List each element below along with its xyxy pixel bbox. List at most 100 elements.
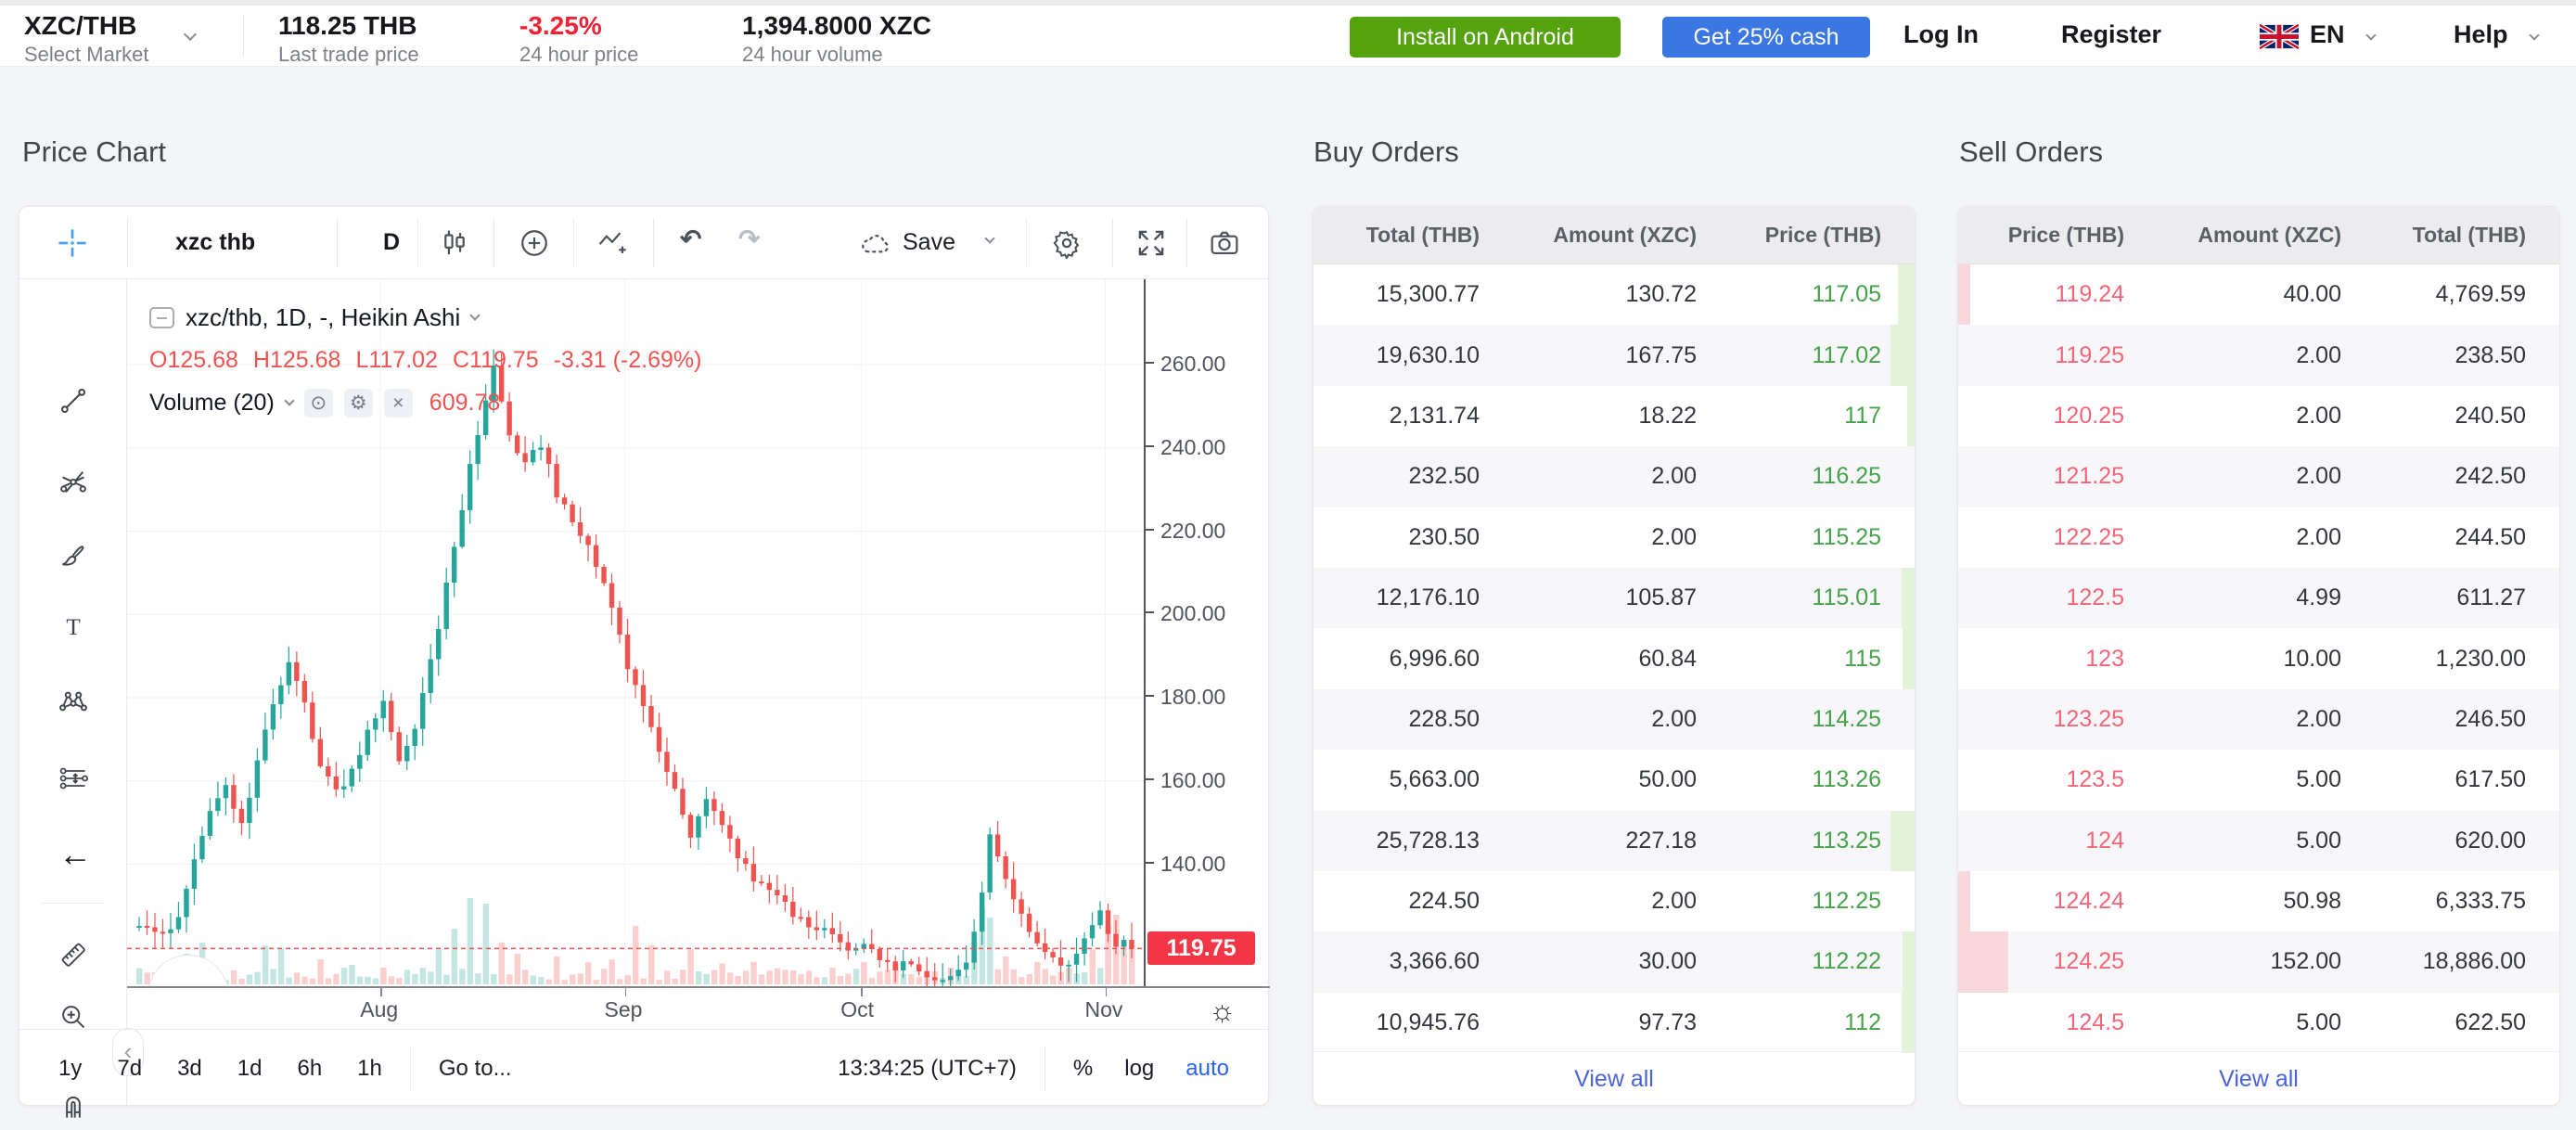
order-value: 18.22 (1638, 402, 1697, 429)
order-row[interactable]: 120.25 2.00 240.50 (1958, 386, 2559, 446)
order-row[interactable]: 119.24 40.00 4,769.59 (1958, 264, 2559, 326)
order-row[interactable]: 122.25 2.00 244.50 (1958, 507, 2559, 568)
log-scale-button[interactable]: log (1124, 1055, 1155, 1081)
range-1h[interactable]: 1h (357, 1055, 382, 1081)
register-link[interactable]: Register (2061, 20, 2162, 48)
legend-series[interactable]: xzc/thb, 1D, -, Heikin Ashi (186, 303, 461, 331)
order-row[interactable]: 3,366.60 30.00 112.22 (1314, 931, 1915, 993)
order-row[interactable]: 232.50 2.00 116.25 (1314, 446, 1915, 507)
arrow-mark-icon[interactable]: ← (58, 835, 92, 873)
text-tool-icon[interactable]: T (58, 612, 88, 642)
order-row[interactable]: 10,945.76 97.73 112 (1314, 992, 1915, 1054)
sell-view-all-link[interactable]: View all (1958, 1051, 2559, 1105)
magnet-icon[interactable] (58, 1091, 88, 1121)
forecast-tool-icon[interactable] (58, 764, 88, 793)
chart-clock[interactable]: 13:34:25 (UTC+7) (838, 1055, 1017, 1081)
order-price: 117.05 (1812, 281, 1881, 308)
volume-settings-icon[interactable]: ⚙ (343, 389, 373, 417)
order-row[interactable]: 2,131.74 18.22 117 (1314, 385, 1915, 447)
volume-study-label[interactable]: Volume (20) (149, 390, 275, 416)
order-row[interactable]: 123.25 2.00 246.50 (1958, 688, 2559, 751)
symbol-search-button[interactable]: xzc thb (175, 229, 256, 255)
order-row[interactable]: 124.25 152.00 18,886.00 (1958, 931, 2559, 993)
order-row[interactable]: 224.50 2.00 112.25 (1314, 871, 1915, 931)
order-row[interactable]: 19,630.10 167.75 117.02 (1314, 325, 1915, 386)
buy-view-all-link[interactable]: View all (1314, 1051, 1915, 1105)
order-row[interactable]: 12,176.10 105.87 115.01 (1314, 567, 1915, 629)
order-row[interactable]: 15,300.77 130.72 117.05 (1314, 264, 1915, 326)
chart-style-icon[interactable] (439, 227, 470, 259)
order-row[interactable]: 6,996.60 60.84 115 (1314, 628, 1915, 689)
goto-date-button[interactable]: Go to... (438, 1055, 512, 1081)
market-chevron-down-icon[interactable] (183, 27, 198, 42)
range-6h[interactable]: 6h (297, 1055, 323, 1081)
zoom-in-icon[interactable] (58, 1002, 88, 1032)
install-android-button[interactable]: Install on Android (1350, 17, 1621, 58)
compare-icon[interactable] (519, 227, 550, 259)
trend-line-icon[interactable] (58, 386, 88, 416)
volume-close-icon[interactable]: × (383, 389, 413, 417)
auto-scale-button[interactable]: auto (1185, 1055, 1229, 1081)
order-row[interactable]: 121.25 2.00 242.50 (1958, 446, 2559, 507)
order-row[interactable]: 123 10.00 1,230.00 (1958, 628, 2559, 688)
price-tick-label: 220.00 (1146, 519, 1225, 544)
crosshair-icon[interactable] (57, 227, 88, 259)
chart-bottom-toolbar: 1y 7d 3d 1d 6h 1h Go to... 13:34:25 (UTC… (19, 1029, 1268, 1107)
xabcd-pattern-icon[interactable] (58, 687, 88, 716)
range-7d[interactable]: 7d (117, 1055, 143, 1081)
order-row[interactable]: 25,728.13 227.18 113.25 (1314, 810, 1915, 871)
snapshot-camera-icon[interactable] (1209, 227, 1240, 259)
volume-chevron-down-icon[interactable] (284, 394, 295, 406)
measure-ruler-icon[interactable] (58, 940, 88, 969)
brush-icon[interactable] (58, 541, 88, 571)
order-value: 3,366.60 (1389, 948, 1480, 975)
date-axis[interactable]: ☼ Aug Sep Oct Nov (127, 986, 1270, 1029)
order-row[interactable]: 124 5.00 620.00 (1958, 810, 2559, 871)
language-selector[interactable]: EN (2310, 20, 2345, 48)
top-bar: XZC/THB Select Market 118.25 THB Last tr… (0, 6, 2576, 67)
order-price: 120.25 (2053, 402, 2124, 429)
range-1y[interactable]: 1y (58, 1055, 83, 1081)
order-row[interactable]: 119.25 2.00 238.50 (1958, 325, 2559, 386)
order-row[interactable]: 228.50 2.00 114.25 (1314, 688, 1915, 751)
gann-fib-tools-icon[interactable] (58, 467, 88, 496)
buy-col-total: Total (THB) (1365, 223, 1480, 247)
range-3d[interactable]: 3d (177, 1055, 202, 1081)
order-value: 5,663.00 (1389, 766, 1480, 793)
volume-eye-icon[interactable]: ⊙ (303, 389, 333, 417)
save-button[interactable]: Save (903, 229, 955, 255)
order-row[interactable]: 124.5 5.00 622.50 (1958, 993, 2559, 1053)
order-value: 5.00 (2296, 1008, 2341, 1035)
order-row[interactable]: 5,663.00 50.00 113.26 (1314, 750, 1915, 810)
price-axis[interactable]: 119.75 260.00 240.00 220.00 200.00 180.00 160… (1144, 279, 1269, 986)
undo-icon[interactable]: ↶ (680, 225, 702, 253)
legend-chevron-down-icon[interactable] (469, 309, 481, 321)
order-value: 227.18 (1625, 827, 1697, 854)
range-1d[interactable]: 1d (237, 1055, 263, 1081)
legend-collapse-icon[interactable] (149, 307, 174, 328)
order-row[interactable]: 123.5 5.00 617.50 (1958, 750, 2559, 810)
indicators-icon[interactable] (596, 227, 628, 259)
order-row[interactable]: 122.5 4.99 611.27 (1958, 567, 2559, 629)
save-chevron-down-icon[interactable] (984, 233, 995, 244)
chart-settings-gear-icon[interactable] (1051, 227, 1083, 261)
collapse-toolbar-handle[interactable]: ‹ (112, 1028, 144, 1076)
order-row[interactable]: 230.50 2.00 115.25 (1314, 507, 1915, 568)
chart-plot[interactable]: xzc/thb, 1D, -, Heikin Ashi O125.68 H125… (127, 279, 1144, 986)
order-value: 6,333.75 (2435, 888, 2526, 915)
theme-sun-icon[interactable]: ☼ (1209, 994, 1237, 1027)
help-menu[interactable]: Help (2454, 20, 2508, 48)
select-market-label[interactable]: Select Market (24, 43, 149, 66)
sell-orders-title: Sell Orders (1959, 135, 2104, 168)
help-chevron-down-icon[interactable] (2529, 30, 2540, 41)
save-cloud-icon[interactable] (859, 229, 891, 261)
get-cash-button[interactable]: Get 25% cash (1662, 17, 1870, 58)
percent-scale-button[interactable]: % (1072, 1055, 1094, 1081)
login-link[interactable]: Log In (1903, 20, 1979, 48)
order-price: 119.25 (2055, 341, 2124, 368)
order-row[interactable]: 124.24 50.98 6,333.75 (1958, 870, 2559, 932)
order-value: 10.00 (2283, 645, 2341, 672)
interval-button[interactable]: D (383, 229, 401, 255)
fullscreen-icon[interactable] (1135, 227, 1167, 259)
language-chevron-down-icon[interactable] (2365, 30, 2377, 41)
